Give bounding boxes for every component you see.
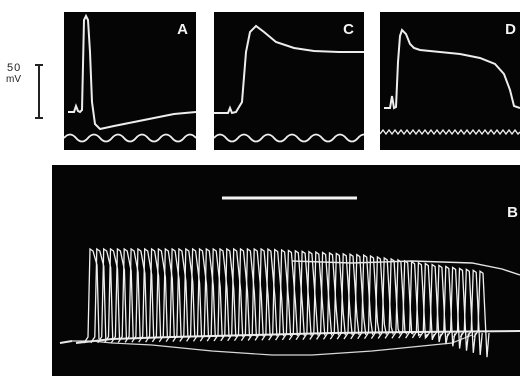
- spike-56: [459, 268, 476, 353]
- scale-value: 50: [7, 62, 22, 74]
- spike-15: [179, 247, 196, 342]
- panel-d-svg: [380, 28, 520, 136]
- spike-51: [425, 263, 442, 343]
- spike-27: [261, 247, 278, 341]
- spike-17: [192, 247, 210, 342]
- spike-40: [350, 253, 367, 340]
- spike-48: [405, 260, 421, 339]
- spike-33: [302, 250, 319, 340]
- spike-5: [110, 247, 128, 343]
- panel-c-svg: [214, 24, 364, 143]
- spike-45: [384, 257, 401, 339]
- spike-2: [90, 247, 107, 344]
- spike-54: [446, 266, 463, 349]
- stimulus-wave-d: [380, 128, 520, 136]
- spike-43: [370, 255, 388, 339]
- panel-b-svg: [59, 196, 520, 358]
- stimulus-wave-c: [214, 133, 364, 143]
- scale-unit: mV: [6, 74, 21, 85]
- spike-6: [117, 247, 134, 343]
- spike-38: [336, 252, 353, 340]
- spike-12: [158, 247, 175, 343]
- spike-36: [322, 251, 340, 340]
- spike-44: [377, 256, 394, 339]
- spike-26: [254, 247, 271, 341]
- spike-37: [329, 252, 346, 340]
- panel-label-c: C: [343, 21, 354, 38]
- spike-31: [288, 249, 305, 341]
- spike-11: [151, 247, 169, 343]
- spike-1: [83, 247, 100, 344]
- panel-a-trace: A: [64, 12, 196, 150]
- action-potential-c: [214, 24, 364, 115]
- spike-57: [466, 269, 483, 356]
- spike-13: [165, 247, 182, 343]
- spike-50: [418, 262, 435, 341]
- spike-19: [206, 247, 223, 342]
- voltage-scale-bar: 50 mV: [0, 62, 52, 120]
- scale-tick-top: [35, 64, 43, 66]
- spike-39: [343, 253, 360, 340]
- spike-41: [357, 253, 374, 340]
- spike-25: [247, 247, 264, 341]
- spike-7: [124, 247, 141, 343]
- spike-58: [473, 270, 490, 358]
- spike-29: [275, 248, 292, 341]
- stimulus-wave-a: [64, 133, 196, 143]
- spike-18: [199, 247, 216, 342]
- spike-24: [240, 247, 258, 341]
- spike-35: [316, 251, 333, 340]
- spike-22: [227, 247, 244, 342]
- spike-3: [97, 247, 114, 344]
- scale-line: [38, 64, 40, 118]
- spike-train-group: [59, 196, 520, 358]
- spike-23: [233, 247, 251, 342]
- spike-34: [309, 250, 326, 340]
- spike-14: [172, 247, 189, 342]
- spike-20: [213, 247, 230, 342]
- action-potential-d: [384, 28, 520, 110]
- spike-53: [439, 265, 456, 347]
- panel-label-d: D: [505, 21, 516, 38]
- spike-8: [131, 247, 148, 343]
- spike-9: [138, 247, 155, 343]
- spike-28: [268, 248, 285, 341]
- plateau-trace: [291, 260, 520, 276]
- spike-10: [145, 247, 162, 343]
- spike-49: [411, 261, 428, 340]
- panel-label-a: A: [177, 21, 188, 38]
- panel-a-svg: [64, 13, 196, 143]
- spike-16: [186, 247, 203, 342]
- panel-label-b: B: [507, 204, 518, 221]
- spike-21: [220, 247, 237, 342]
- baseline-trace-2: [72, 334, 473, 356]
- spike-55: [452, 267, 470, 351]
- scale-tick-bottom: [35, 117, 43, 119]
- panel-b-trace: B: [52, 165, 520, 376]
- spike-52: [432, 264, 449, 345]
- spike-4: [103, 247, 121, 344]
- spike-32: [295, 250, 312, 341]
- panel-c-trace: C: [214, 12, 364, 150]
- panel-d-trace: D: [380, 12, 520, 150]
- action-potential-a: [68, 13, 196, 131]
- spike-42: [363, 254, 381, 340]
- spike-30: [281, 249, 299, 341]
